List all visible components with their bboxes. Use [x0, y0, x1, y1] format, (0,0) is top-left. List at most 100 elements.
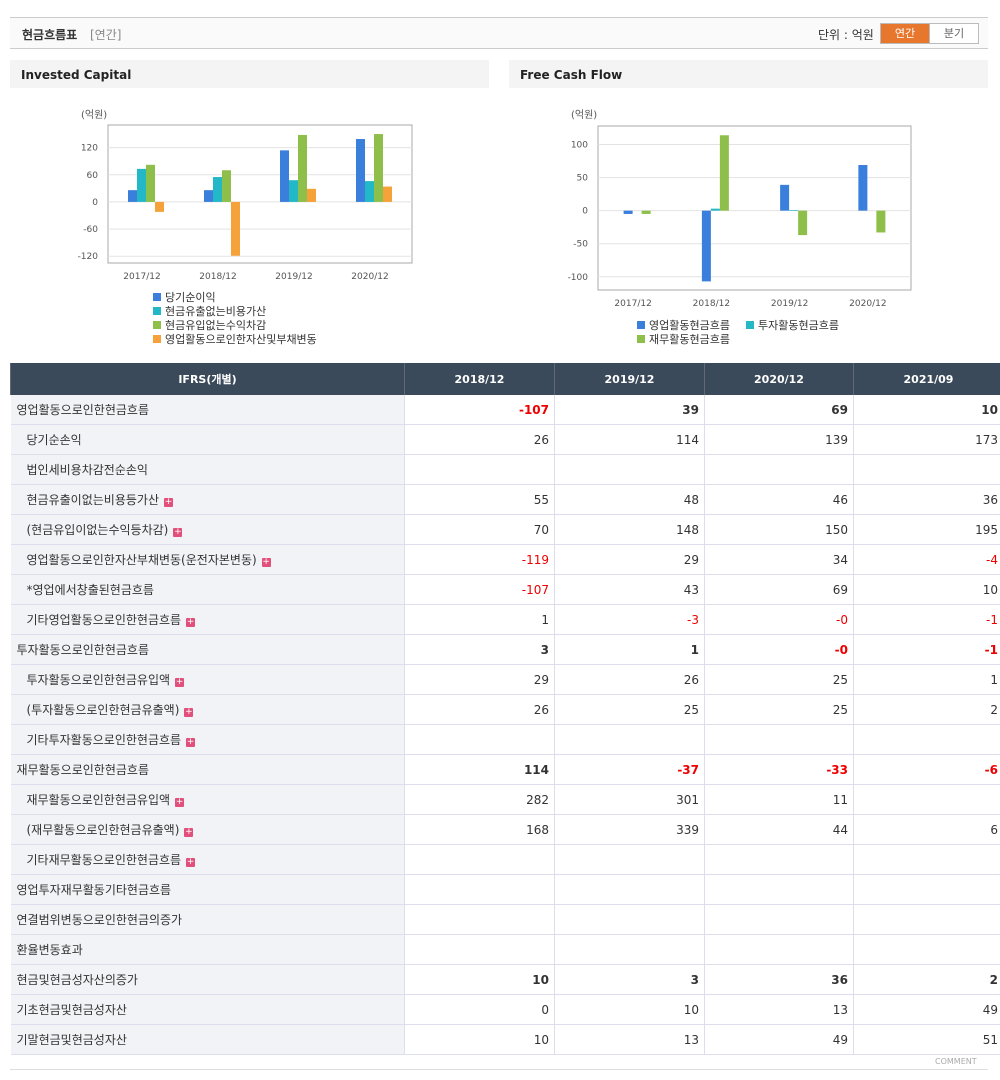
row-label-text: 기타투자활동으로인한현금흐름	[26, 733, 182, 747]
cell: 69	[704, 395, 854, 425]
cell: -3	[554, 604, 705, 635]
table-row: 기말현금및현금성자산 10 13 49 51	[10, 1024, 1000, 1055]
row-label: 현금유출이없는비용등가산 +	[10, 484, 405, 515]
cell: 3	[554, 964, 705, 995]
cell: 48	[554, 484, 705, 515]
row-label-text: 법인세비용차감전순손익	[26, 463, 148, 477]
column-header: 2018/12	[404, 363, 555, 395]
cell: -33	[704, 754, 854, 785]
row-label: 영업활동으로인한현금흐름	[10, 395, 405, 425]
cell	[554, 454, 705, 485]
cell	[853, 454, 1000, 485]
legend-swatch	[153, 307, 161, 315]
expand-button[interactable]: +	[175, 677, 185, 687]
x-tick-label: 2018/12	[199, 272, 236, 282]
row-label: 당기순손익	[10, 424, 405, 455]
y-tick-label: -100	[568, 273, 589, 283]
legend-label: 영업활동현금흐름	[649, 318, 730, 332]
cell: 26	[554, 664, 705, 695]
legend-swatch	[637, 335, 645, 343]
expand-button[interactable]: +	[184, 827, 194, 837]
cell	[404, 874, 555, 905]
cell: -107	[404, 574, 555, 605]
row-label: 법인세비용차감전순손익	[10, 454, 405, 485]
cell	[554, 904, 705, 935]
row-label-text: (투자활동으로인한현금유출액)	[26, 703, 180, 717]
expand-button[interactable]: +	[186, 617, 196, 627]
x-tick-label: 2017/12	[123, 272, 160, 282]
expand-button[interactable]: +	[163, 497, 173, 507]
y-tick-label: 50	[577, 174, 589, 184]
cell: -37	[554, 754, 705, 785]
row-label-text: 기타영업활동으로인한현금흐름	[26, 613, 182, 627]
table-row: (투자활동으로인한현금유출액) +26 25 25 2	[10, 694, 1000, 725]
table-row: 재무활동으로인한현금흐름 114 -37 -33 -6	[10, 754, 1000, 785]
row-label-text: 환율변동효과	[16, 943, 83, 957]
expand-button[interactable]: +	[173, 527, 183, 537]
legend-swatch	[746, 321, 754, 329]
cell: 1	[554, 634, 705, 665]
bar	[876, 210, 886, 233]
quarter-button[interactable]: 분기	[929, 23, 979, 44]
bar	[374, 134, 383, 202]
cell: 1	[404, 604, 555, 635]
legend-swatch	[637, 321, 645, 329]
table-row: 기타영업활동으로인한현금흐름 +1 -3 -0 -1	[10, 604, 1000, 635]
annual-button[interactable]: 연간	[880, 23, 930, 44]
legend-label: 투자활동현금흐름	[758, 318, 839, 332]
y-tick-label: 120	[81, 144, 98, 154]
table-row: 기타재무활동으로인한현금흐름 +	[10, 844, 1000, 875]
legend-label: 현금유입없는수익차감	[165, 319, 266, 332]
cell: 173	[853, 424, 1000, 455]
cell: 10	[853, 574, 1000, 605]
y-tick-label: -60	[83, 225, 98, 235]
cell	[404, 724, 555, 755]
cell: 114	[554, 424, 705, 455]
x-tick-label: 2020/12	[849, 299, 886, 309]
expand-button[interactable]: +	[186, 737, 196, 747]
y-tick-label: 60	[87, 171, 99, 181]
bar	[231, 201, 240, 256]
cell: 34	[704, 544, 854, 575]
cell	[704, 904, 854, 935]
x-tick-label: 2019/12	[275, 272, 312, 282]
unit-label: (억원)	[81, 109, 107, 121]
bar	[858, 165, 868, 211]
table-row: 당기순손익 26 114 139 173	[10, 424, 1000, 455]
row-label: 투자활동으로인한현금흐름	[10, 634, 405, 665]
x-tick-label: 2019/12	[771, 299, 808, 309]
expand-button[interactable]: +	[186, 857, 196, 867]
table-row: 기초현금및현금성자산 0 10 13 49	[10, 994, 1000, 1025]
cell: 10	[404, 1024, 555, 1055]
legend-swatch	[153, 293, 161, 301]
divider	[10, 1069, 988, 1070]
cell: -0	[704, 604, 854, 635]
expand-button[interactable]: +	[261, 557, 271, 567]
row-label: (현금유입이없는수익등차감) +	[10, 514, 405, 545]
row-label: 투자활동으로인한현금유입액 +	[10, 664, 405, 695]
cell: 70	[404, 514, 555, 545]
cell: 25	[554, 694, 705, 725]
y-tick-label: 0	[92, 198, 98, 208]
cell: 2	[853, 964, 1000, 995]
table-row: 영업활동으로인한현금흐름 -107 39 69 10	[10, 395, 1000, 425]
expand-button[interactable]: +	[184, 707, 194, 717]
cell: -6	[853, 754, 1000, 785]
comment-link[interactable]: COMMENT	[935, 1057, 977, 1066]
legend-label: 재무활동현금흐름	[649, 332, 730, 346]
cell: 49	[853, 994, 1000, 1025]
expand-button[interactable]: +	[175, 797, 185, 807]
cell: 139	[704, 424, 854, 455]
cell	[853, 724, 1000, 755]
row-label-text: 기초현금및현금성자산	[16, 1003, 127, 1017]
row-label-text: 현금및현금성자산의증가	[16, 973, 138, 987]
bar	[307, 188, 316, 202]
title: 현금흐름표	[22, 28, 78, 42]
bar	[146, 164, 155, 202]
row-label: 재무활동으로인한현금흐름	[10, 754, 405, 785]
column-header: 2020/12	[704, 363, 854, 395]
cell: 49	[704, 1024, 854, 1055]
cell: 1	[853, 664, 1000, 695]
bar	[798, 210, 808, 236]
